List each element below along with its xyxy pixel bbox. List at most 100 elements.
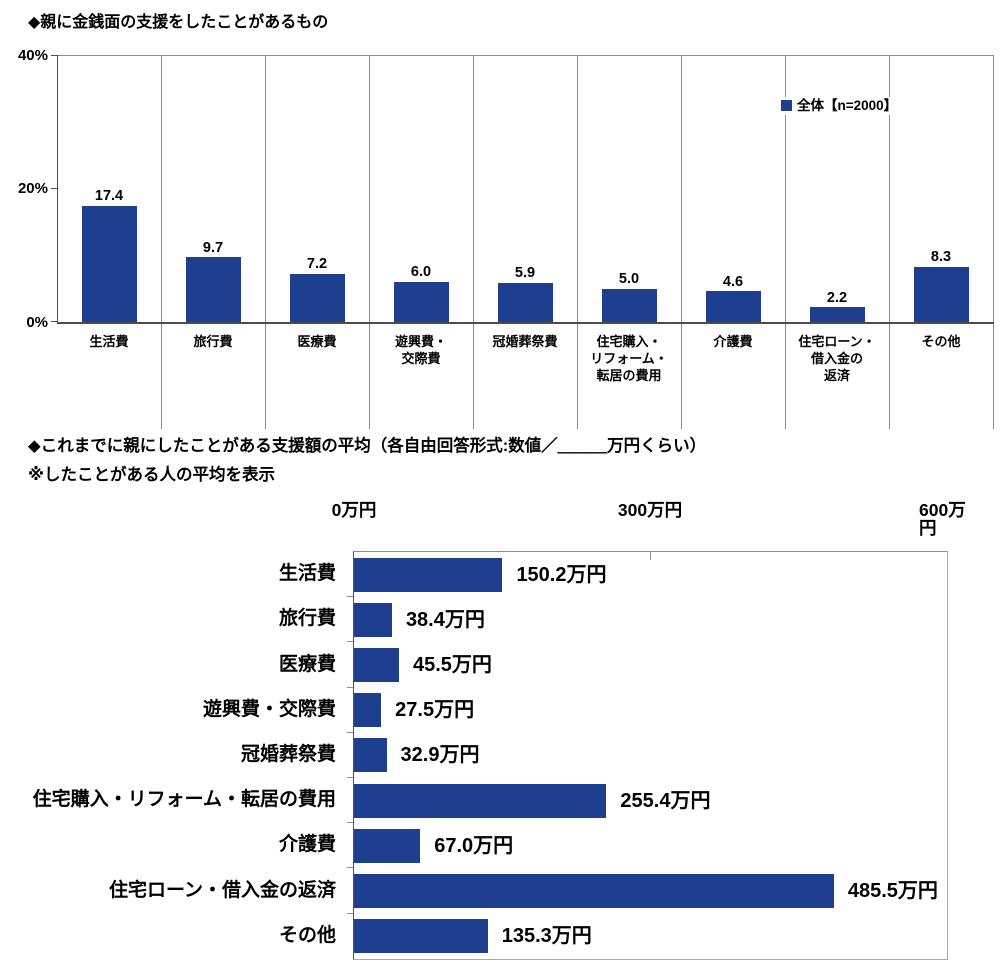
- chart1-value-label: 4.6: [722, 273, 744, 290]
- chart2-row: 150.2万円: [354, 552, 947, 597]
- chart2-bar: [354, 783, 607, 818]
- chart1-legend-label: 全体【n=2000】: [797, 98, 898, 113]
- chart1-category-label: 遊興費・ 交際費: [394, 334, 447, 366]
- chart2-ytick-mark: [347, 822, 353, 823]
- chart1-column: 5.9: [473, 55, 577, 322]
- chart1-column: 7.2: [265, 55, 369, 322]
- chart1-value-label: 17.4: [94, 188, 124, 205]
- chart2-plot-area: 150.2万円 38.4万円 45.5万円 27.5万円 32.9万円 255.…: [353, 551, 948, 960]
- chart2-value-label: 38.4万円: [405, 608, 485, 631]
- chart2-row: 27.5万円: [354, 688, 947, 733]
- chart1-ytick-label-40: 40%: [17, 47, 48, 64]
- chart2-category-label: 介護費: [278, 834, 336, 856]
- chart1-bar: [185, 257, 241, 322]
- chart1-category-label: 住宅ローン・ 借入金の 返済: [798, 334, 876, 383]
- chart1-bar: [393, 281, 449, 322]
- chart1-column: 2.2: [785, 55, 889, 322]
- chart1-ytick-mark: [51, 188, 57, 189]
- chart2-row: 67.0万円: [354, 823, 947, 868]
- chart2-xtick-mark: [650, 552, 651, 560]
- chart2-value-label: 32.9万円: [400, 744, 480, 767]
- chart1-ytick-label-20: 20%: [17, 180, 48, 197]
- chart2-value-label: 67.0万円: [434, 834, 514, 857]
- chart1-bar: [289, 273, 345, 322]
- chart2-value-label: 27.5万円: [395, 699, 475, 722]
- chart1-bar: [913, 266, 969, 322]
- chart2-ytick-mark: [347, 867, 353, 868]
- chart1-column: 8.3: [889, 55, 993, 322]
- chart1-value-label: 7.2: [306, 256, 328, 273]
- chart1-column: 6.0: [369, 55, 473, 322]
- chart1-category-label: 冠婚葬祭費: [492, 334, 558, 349]
- chart2-ytick-mark: [347, 596, 353, 597]
- chart1-bar: [809, 307, 865, 322]
- chart2-bar: [354, 602, 392, 637]
- chart1-bar: [705, 291, 761, 322]
- chart1-value-label: 9.7: [202, 239, 224, 256]
- chart2-xtick-label-0: 0万円: [331, 500, 377, 520]
- chart2-category-label: 住宅購入・リフォーム・転居の費用: [32, 789, 336, 811]
- chart1-category-label: 旅行費: [193, 334, 233, 349]
- chart1-column: 4.6: [681, 55, 785, 322]
- chart2-category-label: 医療費: [278, 653, 336, 675]
- chart2-value-label: 135.3万円: [501, 925, 592, 948]
- chart2-row: 38.4万円: [354, 597, 947, 642]
- chart1-value-label: 8.3: [930, 249, 952, 266]
- chart2-ytick-mark: [347, 732, 353, 733]
- chart1-column: 9.7: [161, 55, 265, 322]
- chart1-category-label: 医療費: [297, 334, 337, 349]
- chart1-column: 5.0: [577, 55, 681, 322]
- chart2-ytick-mark: [347, 641, 353, 642]
- chart2-row: 32.9万円: [354, 733, 947, 778]
- chart2-row: 485.5万円: [354, 869, 947, 914]
- chart1-value-label: 6.0: [410, 264, 432, 281]
- chart1-ytick-mark: [51, 321, 57, 322]
- chart2-category-label: 遊興費・交際費: [202, 698, 336, 720]
- chart2-value-label: 150.2万円: [516, 563, 607, 586]
- chart2-row: 45.5万円: [354, 642, 947, 687]
- chart2-value-label: 45.5万円: [412, 654, 492, 677]
- legend-swatch-icon: [781, 100, 792, 112]
- chart2-value-label: 485.5万円: [847, 880, 938, 903]
- chart1-category-label: 介護費: [713, 334, 753, 349]
- chart2-bar: [354, 874, 834, 909]
- chart2-ytick-mark: [347, 777, 353, 778]
- chart2-ytick-mark: [347, 687, 353, 688]
- chart2-bar: [354, 828, 421, 863]
- chart2-bar: [354, 648, 399, 683]
- chart1-category-label: その他: [921, 334, 961, 349]
- chart2-value-label: 255.4万円: [620, 789, 711, 812]
- chart2-title: ◆これまでに親にしたことがある支援額の平均（各自由回答形式:数値／＿＿＿万円くら…: [28, 437, 707, 455]
- chart2-category-label: その他: [278, 924, 336, 946]
- chart1-title: ◆親に金銭面の支援をしたことがあるもの: [28, 14, 329, 31]
- chart1-bar: [497, 282, 553, 322]
- chart2-category-label: 生活費: [278, 563, 336, 585]
- chart2-bar: [354, 693, 382, 728]
- chart2-xtick-label-600: 600万円: [919, 500, 966, 538]
- chart2-ytick-mark: [347, 913, 353, 914]
- chart1-value-label: 2.2: [826, 289, 848, 306]
- chart2-row: 135.3万円: [354, 914, 947, 959]
- chart2-row: 255.4万円: [354, 778, 947, 823]
- chart2-category-label: 冠婚葬祭費: [240, 743, 336, 765]
- chart1-ytick-mark: [51, 55, 57, 56]
- chart1-bar: [81, 205, 137, 322]
- chart1-category-label: 住宅購入・ リフォーム・ 転居の費用: [590, 334, 668, 383]
- chart2-bar: [354, 919, 488, 954]
- chart1-plot-area: [57, 55, 994, 324]
- chart2-bar: [354, 557, 503, 592]
- chart1-value-label: 5.9: [514, 265, 536, 282]
- chart2-subtitle: ※したことがある人の平均を表示: [28, 466, 276, 484]
- chart1-column: 17.4: [57, 55, 161, 322]
- chart1-bar: [601, 288, 657, 322]
- chart1-bars: 17.4 9.7 7.2 6.0 5.9 5.0 4.6 2.2 8.3: [57, 55, 993, 322]
- chart1-ytick-label-0: 0%: [26, 314, 48, 331]
- chart2-category-axis: 生活費 旅行費 医療費 遊興費・交際費 冠婚葬祭費 住宅購入・リフォーム・転居の…: [0, 551, 345, 958]
- chart1-category-axis: 生活費 旅行費 医療費 遊興費・ 交際費 冠婚葬祭費 住宅購入・ リフォーム・ …: [57, 330, 993, 385]
- chart2-xtick-label-300: 300万円: [617, 500, 683, 520]
- chart1-category-label: 生活費: [89, 334, 129, 349]
- chart2-category-label: 旅行費: [278, 608, 336, 630]
- chart1-legend: 全体【n=2000】: [777, 97, 902, 115]
- chart2-bar: [354, 738, 387, 773]
- chart1-value-label: 5.0: [618, 271, 640, 288]
